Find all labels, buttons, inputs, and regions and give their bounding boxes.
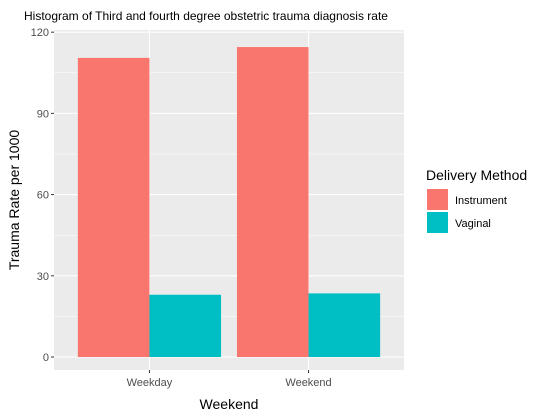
bar-vaginal-weekend <box>308 293 381 358</box>
bar-instrument-weekend <box>236 47 309 358</box>
y-tick-label: 0 <box>43 352 49 364</box>
y-tick-label: 30 <box>37 271 49 283</box>
legend-label-vaginal: Vaginal <box>455 218 491 230</box>
legend-key-instrument <box>427 189 448 210</box>
bars <box>77 47 381 358</box>
chart-title: Histogram of Third and fourth degree obs… <box>24 9 388 23</box>
y-axis-title: Trauma Rate per 1000 <box>6 130 22 271</box>
bar-instrument-weekday <box>77 57 150 358</box>
x-axis-title: Weekend <box>200 396 259 412</box>
y-tick-label: 120 <box>31 27 49 39</box>
legend-key-vaginal <box>427 212 448 233</box>
x-tick-label: Weekend <box>285 377 331 389</box>
legend-title: Delivery Method <box>426 167 527 183</box>
legend-label-instrument: Instrument <box>455 195 507 207</box>
y-tick-label: 60 <box>37 190 49 202</box>
y-axis: 0 30 60 90 120 <box>31 27 54 364</box>
bar-vaginal-weekday <box>149 294 222 358</box>
legend: Delivery Method Instrument Vaginal <box>426 167 527 233</box>
x-tick-label: Weekday <box>127 377 173 389</box>
y-tick-label: 90 <box>37 108 49 120</box>
x-axis: Weekday Weekend <box>127 370 332 389</box>
